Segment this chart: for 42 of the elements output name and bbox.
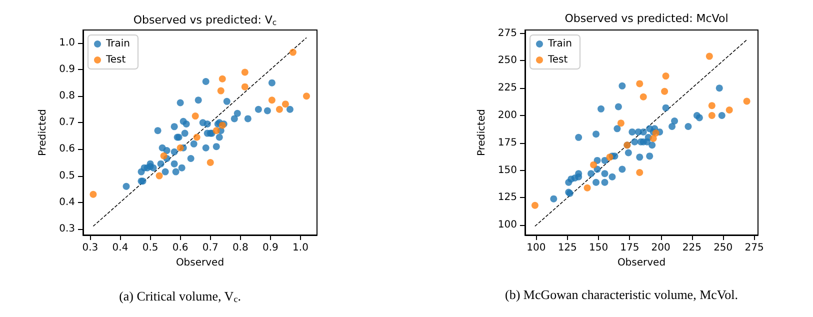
- x-tick-label: 125: [558, 242, 577, 254]
- x-tick-label: 0.3: [82, 242, 98, 254]
- legend-label: Test: [547, 54, 568, 66]
- legend-label: Test: [105, 54, 126, 66]
- y-tick-label: 0.9: [59, 64, 75, 76]
- x-axis-title: Observed: [176, 257, 224, 268]
- x-tick-label: 150: [588, 242, 608, 254]
- y-tick-label: 1.0: [59, 38, 75, 49]
- x-tick-label: 0.9: [262, 242, 278, 254]
- y-tick-label: 275: [498, 28, 517, 39]
- legend-label: Train: [547, 38, 572, 50]
- y-tick-label: 0.7: [59, 117, 75, 128]
- x-tick-label: 250: [714, 242, 733, 254]
- y-axis-title: Predicted: [38, 109, 49, 156]
- y-tick-label: 150: [498, 164, 517, 176]
- y-tick-label: 0.6: [59, 144, 75, 155]
- y-tick-label: 200: [498, 110, 517, 122]
- x-tick-label: 200: [651, 242, 670, 254]
- y-tick-label: 0.8: [59, 90, 75, 102]
- y-tick-label: 175: [498, 137, 517, 148]
- text: (b) McGowan characteristic volume, McVol.: [505, 287, 738, 302]
- x-axis-title: Observed: [617, 257, 666, 268]
- y-tick-label: 225: [498, 82, 517, 94]
- y-tick-label: 0.5: [59, 170, 75, 182]
- x-tick-label: 175: [620, 242, 640, 254]
- chart-title: Observed vs predicted: McVol: [564, 12, 728, 25]
- y-tick-label: 125: [498, 192, 517, 204]
- y-axis-title: Predicted: [476, 109, 488, 156]
- y-tick-label: 250: [498, 55, 517, 66]
- x-tick-label: 275: [744, 242, 764, 254]
- legend-label: Train: [105, 38, 130, 50]
- x-tick-label: 1.0: [292, 242, 308, 254]
- y-tick-label: 100: [498, 220, 517, 231]
- x-tick-label: 0.5: [142, 242, 158, 254]
- x-tick-label: 0.6: [172, 242, 188, 254]
- x-tick-label: 0.7: [202, 242, 218, 254]
- x-tick-label: 0.8: [232, 242, 248, 254]
- x-tick-label: 0.4: [112, 242, 128, 254]
- y-tick-label: 0.4: [59, 196, 75, 208]
- x-tick-label: 225: [682, 242, 702, 254]
- x-tick-label: 100: [526, 242, 546, 254]
- y-tick-label: 0.3: [59, 223, 75, 234]
